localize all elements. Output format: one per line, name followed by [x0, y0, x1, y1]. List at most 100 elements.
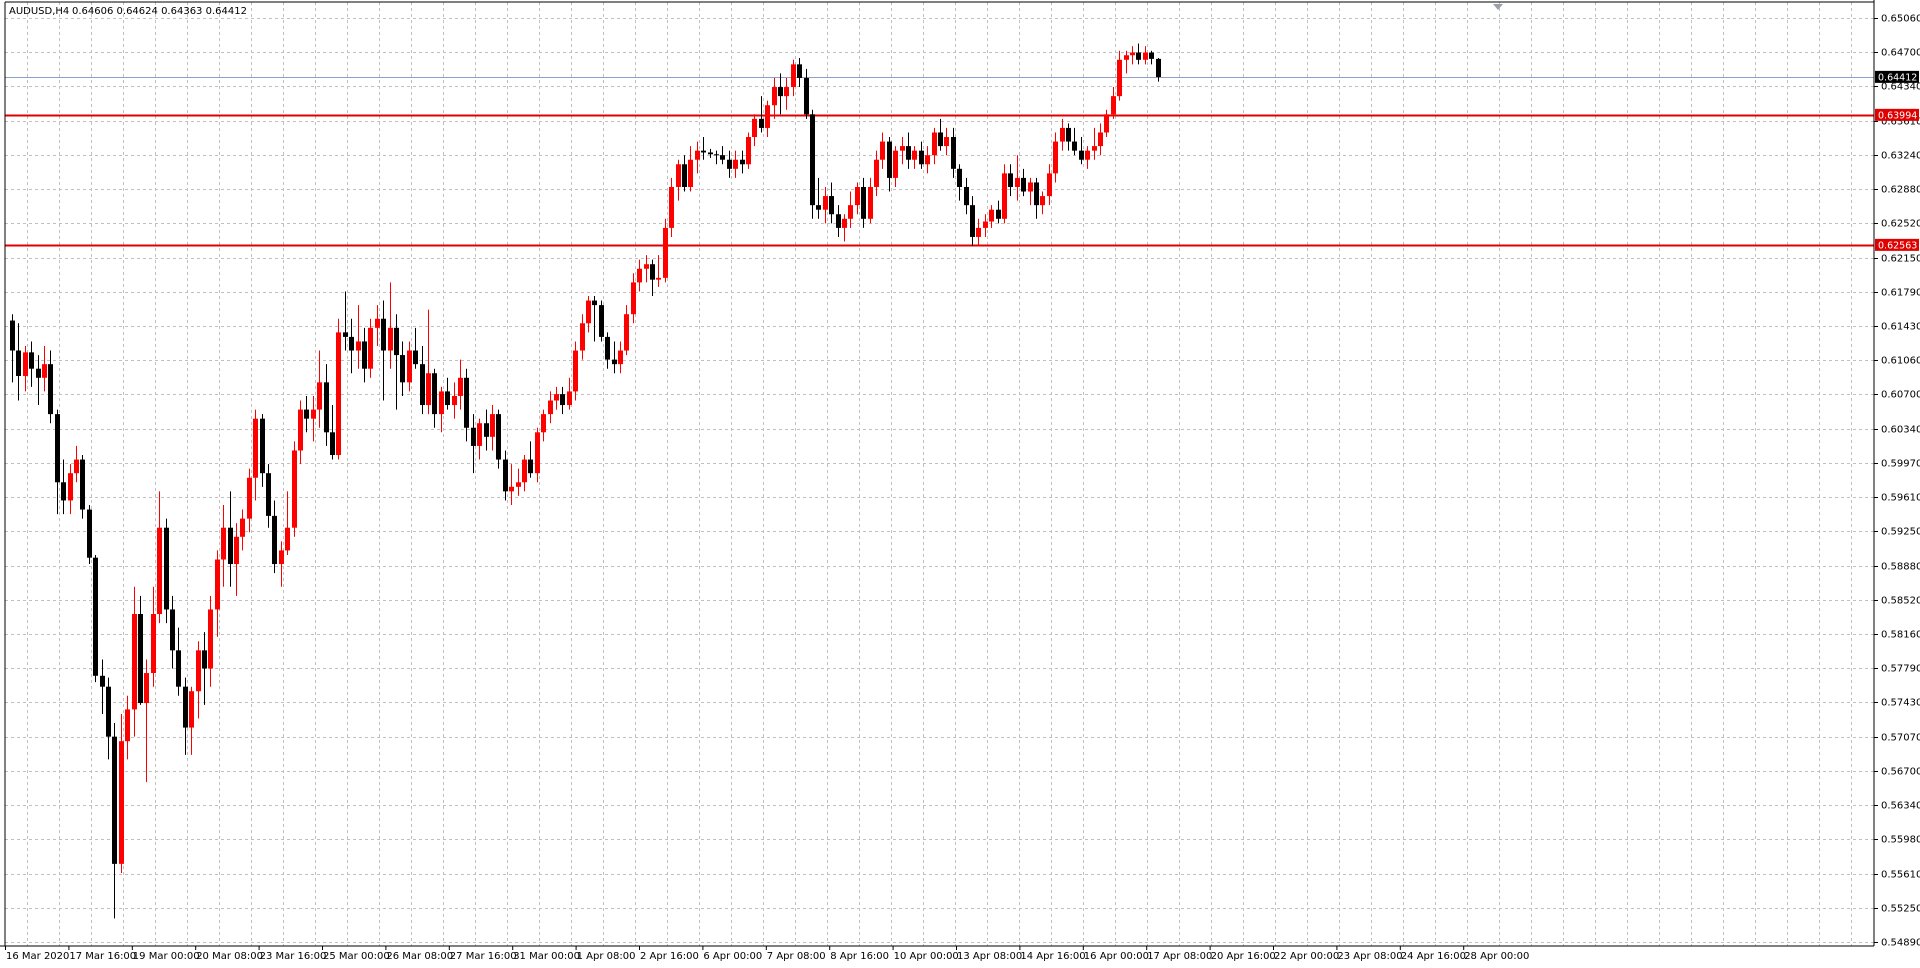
- candle-body: [893, 150, 898, 178]
- candle-body: [759, 118, 764, 128]
- candle-body: [317, 382, 322, 410]
- candle-body: [1124, 55, 1129, 60]
- time-tick-label: 20 Apr 16:00: [1211, 951, 1276, 962]
- price-tick-label: 0.61430: [1881, 322, 1920, 333]
- candle-body: [1060, 127, 1065, 142]
- price-tick-label: 0.60340: [1881, 425, 1920, 436]
- candle-body: [1002, 173, 1007, 219]
- candle-body: [55, 414, 60, 483]
- candle-body: [784, 87, 789, 97]
- price-tick-label: 0.56700: [1881, 767, 1920, 778]
- candles: [10, 43, 1161, 919]
- candle-body: [16, 350, 21, 376]
- candle-body: [503, 459, 508, 492]
- candle-body: [247, 477, 252, 519]
- candle-body: [848, 205, 853, 219]
- price-tick-label: 0.63610: [1881, 117, 1920, 128]
- candle-body: [746, 137, 751, 165]
- candle-body: [541, 414, 546, 433]
- candle-body: [816, 205, 821, 210]
- candle-body: [727, 159, 732, 169]
- price-tick-label: 0.59610: [1881, 493, 1920, 504]
- candle-body: [791, 64, 796, 88]
- candle-body: [650, 264, 655, 280]
- candle-body: [656, 277, 661, 280]
- candle-body: [688, 159, 693, 187]
- candle-body: [836, 214, 841, 228]
- candle-body: [669, 186, 674, 228]
- price-tick-label: 0.58160: [1881, 630, 1920, 641]
- time-tick-label: 13 Apr 08:00: [957, 951, 1022, 962]
- candle-body: [221, 527, 226, 560]
- candle-body: [36, 368, 41, 378]
- horizontal-levels: [5, 77, 1874, 247]
- candle-body: [407, 350, 412, 383]
- candle-body: [1149, 52, 1154, 59]
- candle-body: [343, 332, 348, 337]
- time-tick-label: 6 Apr 00:00: [703, 951, 762, 962]
- price-tick-label: 0.54890: [1881, 938, 1920, 949]
- candle-body: [522, 459, 527, 483]
- candle-body: [618, 350, 623, 365]
- price-axis: 0.65060 0.64700 0.64340 0.63610 0.63240 0.628…: [1874, 14, 1920, 949]
- time-tick-label: 28 Apr 00:00: [1464, 951, 1529, 962]
- candle-body: [266, 473, 271, 516]
- candle-body: [196, 650, 201, 692]
- price-tick-label: 0.55980: [1881, 835, 1920, 846]
- price-tick-label: 0.62520: [1881, 219, 1920, 230]
- candle-body: [989, 209, 994, 222]
- candle-body: [356, 341, 361, 351]
- candle-body: [458, 377, 463, 396]
- candle-body: [432, 373, 437, 415]
- time-tick-label: 25 Mar 00:00: [323, 951, 390, 962]
- candle-body: [1021, 177, 1026, 192]
- candle-body: [599, 305, 604, 337]
- candle-body: [61, 482, 66, 501]
- time-tick-label: 27 Mar 16:00: [450, 951, 517, 962]
- candle-body: [733, 159, 738, 169]
- candle-body: [663, 227, 668, 278]
- candle-body: [1104, 114, 1109, 133]
- current-price-badge-bg: [1875, 70, 1919, 83]
- candle-body: [170, 609, 175, 651]
- candle-body: [573, 350, 578, 392]
- time-tick-label: 16 Mar 2020: [6, 951, 69, 962]
- ohlc-label: 0.64606 0.64624 0.64363 0.64412: [72, 6, 247, 17]
- candle-body: [1008, 173, 1013, 187]
- candle-body: [1092, 146, 1097, 151]
- candle-body: [1085, 150, 1090, 160]
- price-tick-label: 0.57070: [1881, 733, 1920, 744]
- level-price-badge: 0.62563: [1878, 240, 1917, 251]
- candle-body: [29, 352, 34, 369]
- candle-body: [394, 327, 399, 356]
- candle-body: [708, 152, 713, 155]
- candle-body: [509, 486, 514, 492]
- candle-body: [778, 87, 783, 97]
- candle-body: [964, 186, 969, 206]
- candle-body: [804, 77, 809, 115]
- candle-body: [1028, 182, 1033, 192]
- candle-body: [695, 150, 700, 160]
- candle-body: [906, 146, 911, 160]
- candle-body: [48, 364, 53, 415]
- candle-body: [93, 557, 98, 676]
- candle-body: [183, 686, 188, 728]
- candle-body: [605, 336, 610, 360]
- candle-body: [1047, 173, 1052, 197]
- candle-body: [157, 527, 162, 615]
- candle-body: [592, 300, 597, 306]
- chart-shift-marker-icon[interactable]: [1493, 4, 1503, 10]
- candle-body: [10, 320, 15, 351]
- candle-body: [426, 373, 431, 406]
- candle-body: [87, 509, 92, 558]
- candle-body: [970, 205, 975, 237]
- candle-body: [880, 141, 885, 160]
- price-tick-label: 0.64700: [1881, 48, 1920, 59]
- candle-body: [42, 364, 47, 378]
- candle-body: [874, 159, 879, 187]
- candle-body: [413, 350, 418, 365]
- time-tick-label: 17 Mar 16:00: [69, 951, 136, 962]
- price-tick-label: 0.60700: [1881, 390, 1920, 401]
